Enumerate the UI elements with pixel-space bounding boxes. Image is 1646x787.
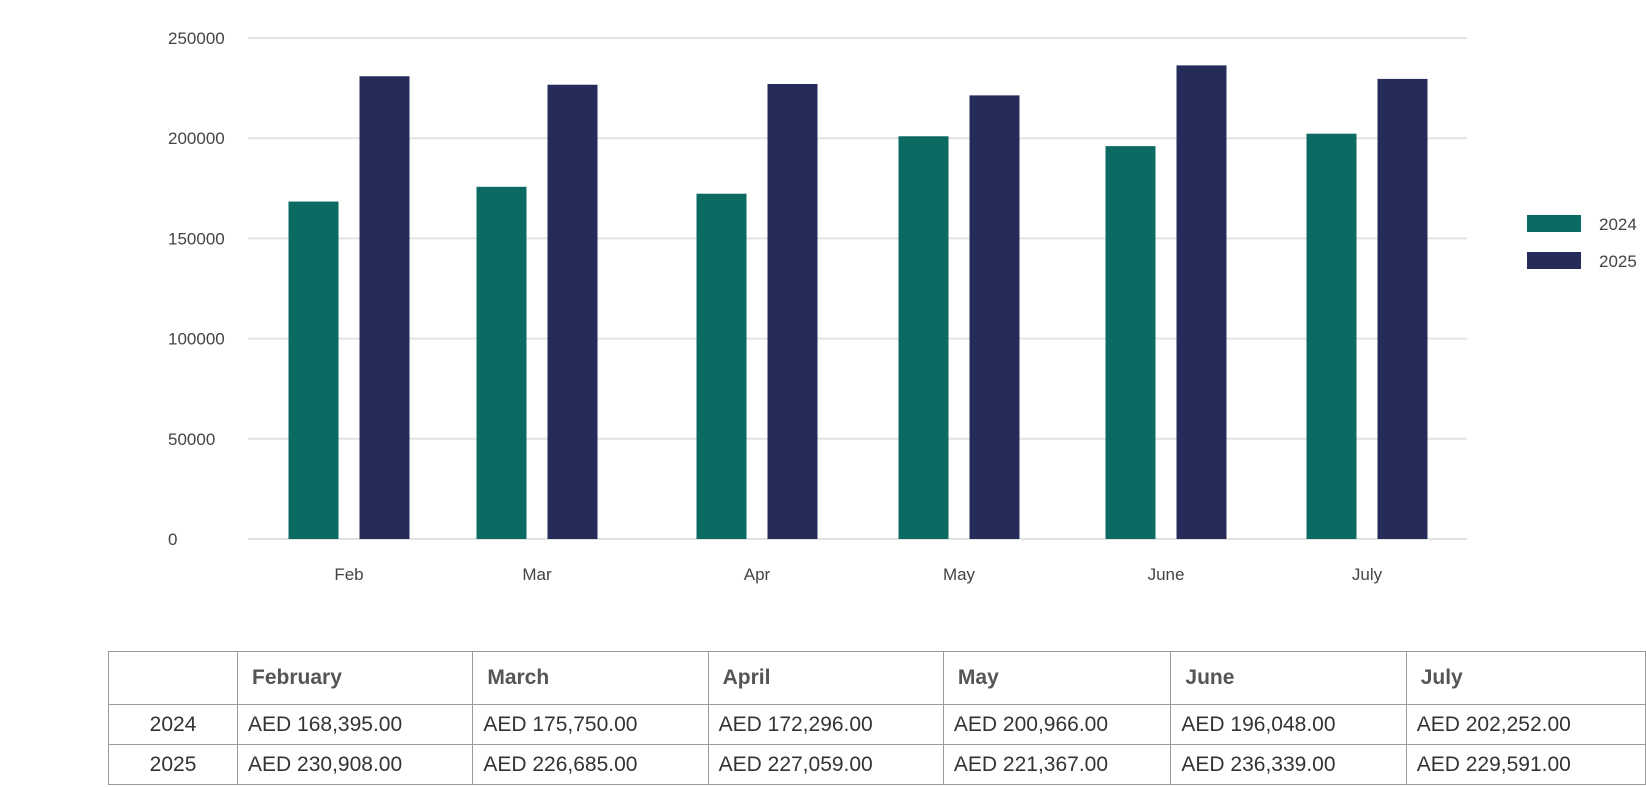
y-tick-label: 50000 [168, 430, 215, 449]
legend-swatch-2025 [1527, 252, 1581, 269]
table-cell: AED 175,750.00 [472, 704, 709, 745]
bar-2024-apr [696, 193, 747, 539]
grid-lines [248, 37, 1467, 540]
bar-2025-feb [359, 76, 410, 539]
bar-2024-june [1105, 146, 1156, 539]
y-tick-label: 200000 [168, 129, 225, 148]
legend-label-2024: 2024 [1599, 215, 1637, 234]
x-tick-label: June [1148, 565, 1185, 584]
table-cell: AED 221,367.00 [942, 744, 1172, 785]
table-cell: AED 227,059.00 [707, 744, 944, 785]
table-cell: AED 202,252.00 [1405, 704, 1646, 745]
table-cell: AED 168,395.00 [237, 704, 474, 745]
table-header-july: July [1405, 651, 1646, 705]
table-cell: AED 229,591.00 [1405, 744, 1646, 785]
bar-2025-apr [767, 83, 818, 540]
table-row: 2025 AED 230,908.00 AED 226,685.00 AED 2… [107, 744, 1646, 785]
bar-chart: 0 50000 100000 150000 200000 250000 Feb Mar Apr… [168, 29, 1637, 584]
x-tick-label: Feb [334, 565, 363, 584]
table-cell: AED 200,966.00 [942, 704, 1172, 745]
table-header-march: March [472, 651, 709, 705]
legend-swatch-2024 [1527, 215, 1581, 232]
x-tick-label: May [943, 565, 976, 584]
table-header-may: May [942, 651, 1172, 705]
table-header-april: April [707, 651, 944, 705]
table-header-june: June [1170, 651, 1407, 705]
y-tick-label: 150000 [168, 229, 225, 248]
y-tick-label: 100000 [168, 330, 225, 349]
table-header-row: February March April May June July [107, 651, 1646, 705]
legend: 2024 2025 [1527, 215, 1637, 271]
table-cell: AED 236,339.00 [1170, 744, 1407, 785]
y-tick-label: 0 [168, 530, 177, 549]
bar-2025-july [1377, 78, 1428, 540]
row-label-2025: 2025 [107, 744, 239, 785]
bar-2025-may [969, 95, 1020, 540]
x-tick-label: July [1352, 565, 1383, 584]
x-axis: Feb Mar Apr May June July [334, 565, 1382, 584]
y-axis: 0 50000 100000 150000 200000 250000 [168, 29, 225, 549]
table-cell: AED 226,685.00 [472, 744, 709, 785]
y-tick-label: 250000 [168, 29, 225, 48]
bar-2025-mar [547, 84, 598, 539]
bar-2024-may [898, 136, 949, 539]
bar-2025-june [1176, 65, 1227, 539]
data-table: February March April May June July 2024 … [107, 651, 1646, 785]
table-cell: AED 230,908.00 [237, 744, 474, 785]
bars [288, 65, 1428, 540]
bar-2024-mar [476, 186, 527, 539]
table-cell: AED 172,296.00 [707, 704, 944, 745]
bar-2024-july [1306, 133, 1357, 539]
row-label-2024: 2024 [107, 704, 239, 745]
legend-label-2025: 2025 [1599, 252, 1637, 271]
bar-2024-feb [288, 201, 339, 539]
x-tick-label: Mar [522, 565, 552, 584]
table-row: 2024 AED 168,395.00 AED 175,750.00 AED 1… [107, 704, 1646, 745]
table-cell: AED 196,048.00 [1170, 704, 1407, 745]
x-tick-label: Apr [744, 565, 771, 584]
table-header-corner [107, 651, 239, 705]
table-header-february: February [237, 651, 474, 705]
